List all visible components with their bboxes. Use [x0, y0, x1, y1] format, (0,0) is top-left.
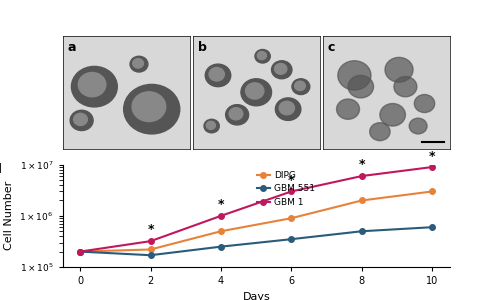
Legend: DIPG, GBM 551, GBM 1: DIPG, GBM 551, GBM 1 — [253, 167, 318, 210]
DIPG — [288, 216, 294, 220]
Circle shape — [258, 52, 266, 60]
GBM 1 — [148, 239, 154, 243]
DIPG — [77, 250, 83, 253]
Circle shape — [370, 123, 390, 141]
Line: DIPG: DIPG — [78, 189, 435, 254]
Circle shape — [206, 64, 231, 87]
Circle shape — [209, 68, 224, 81]
GBM 551 — [218, 245, 224, 248]
Circle shape — [276, 98, 301, 120]
Text: b: b — [198, 40, 206, 53]
Circle shape — [246, 83, 264, 99]
GBM 551 — [288, 237, 294, 241]
GBM 1 — [218, 214, 224, 217]
Line: GBM 1: GBM 1 — [78, 164, 435, 254]
Circle shape — [206, 121, 216, 129]
Circle shape — [241, 79, 272, 106]
Text: d: d — [0, 163, 2, 176]
Circle shape — [72, 66, 118, 107]
GBM 551 — [148, 254, 154, 257]
Circle shape — [78, 73, 106, 97]
Circle shape — [70, 110, 93, 130]
Circle shape — [409, 118, 427, 134]
Circle shape — [204, 119, 220, 133]
Circle shape — [74, 113, 88, 125]
Circle shape — [292, 79, 310, 94]
DIPG — [430, 190, 436, 193]
Circle shape — [132, 92, 166, 122]
Text: *: * — [218, 198, 224, 211]
Circle shape — [394, 76, 417, 97]
Text: a: a — [68, 40, 76, 53]
Circle shape — [385, 57, 413, 82]
GBM 1 — [288, 190, 294, 193]
GBM 1 — [359, 174, 365, 178]
Circle shape — [124, 84, 180, 134]
Circle shape — [229, 108, 243, 120]
GBM 1 — [77, 250, 83, 253]
Text: c: c — [328, 40, 335, 53]
Y-axis label: Cell Number: Cell Number — [4, 181, 14, 250]
Circle shape — [130, 56, 148, 72]
Circle shape — [338, 61, 371, 90]
DIPG — [359, 199, 365, 202]
Circle shape — [336, 99, 359, 119]
GBM 1 — [430, 165, 436, 169]
GBM 551 — [359, 230, 365, 233]
Circle shape — [348, 75, 374, 98]
Text: *: * — [429, 150, 436, 163]
Circle shape — [279, 101, 294, 115]
Circle shape — [226, 105, 248, 125]
Circle shape — [294, 81, 306, 91]
Line: GBM 551: GBM 551 — [78, 224, 435, 258]
X-axis label: Days: Days — [242, 292, 270, 300]
GBM 551 — [430, 225, 436, 229]
Circle shape — [414, 94, 434, 112]
Text: *: * — [148, 223, 154, 236]
DIPG — [218, 230, 224, 233]
Circle shape — [274, 64, 287, 74]
DIPG — [148, 248, 154, 251]
Text: *: * — [288, 174, 294, 187]
Circle shape — [380, 103, 406, 126]
GBM 551 — [77, 250, 83, 253]
Text: *: * — [358, 158, 365, 171]
Circle shape — [132, 58, 143, 68]
Circle shape — [272, 61, 292, 79]
Circle shape — [255, 50, 270, 63]
